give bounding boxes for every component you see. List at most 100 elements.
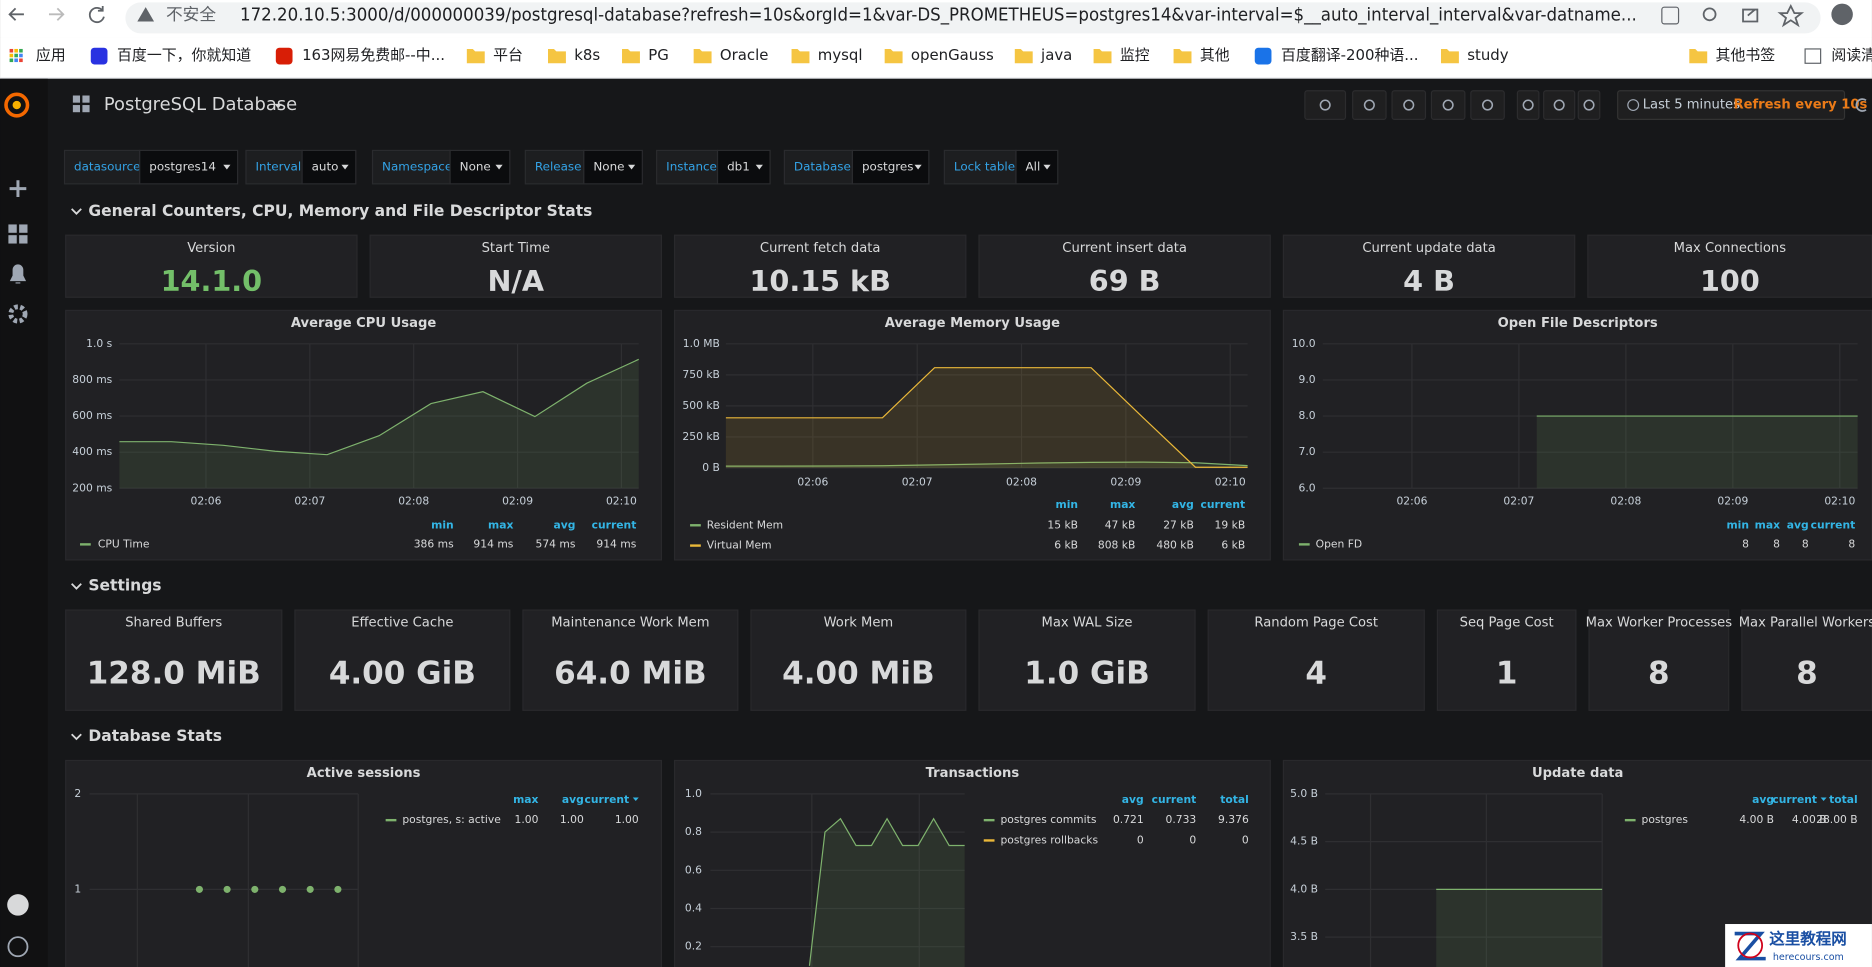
toolbar-button[interactable]	[1470, 90, 1505, 120]
legend-header[interactable]: current	[1201, 498, 1246, 511]
variable-value[interactable]: None	[593, 160, 624, 174]
legend-header[interactable]: current	[1152, 793, 1197, 806]
legend-name[interactable]: postgres commits	[1000, 813, 1096, 826]
refresh-interval[interactable]: Refresh every 10s	[1733, 98, 1867, 113]
time-range[interactable]: Last 5 minutes	[1643, 98, 1740, 113]
bookmark-star[interactable]	[1777, 3, 1805, 28]
share-icon[interactable]	[1742, 8, 1759, 23]
legend-header[interactable]: min	[1726, 518, 1749, 531]
variable-value[interactable]: auto	[312, 160, 339, 174]
variable-value-box[interactable]	[851, 149, 930, 185]
legend-name[interactable]: postgres	[1642, 813, 1689, 826]
row-chevron[interactable]	[71, 208, 82, 215]
y-tick-label: 2	[74, 787, 81, 800]
legend-name[interactable]: postgres, s: active	[402, 813, 501, 826]
address-bar[interactable]	[125, 2, 1821, 34]
create-icon[interactable]	[9, 180, 27, 197]
row-chevron[interactable]	[71, 733, 82, 741]
legend-header[interactable]: max	[1110, 498, 1135, 511]
legend-header[interactable]: current	[592, 518, 637, 531]
legend-header[interactable]: avg	[1172, 498, 1194, 511]
variable-value-box[interactable]	[1015, 149, 1059, 185]
grafana-logo[interactable]	[4, 92, 30, 118]
legend-header[interactable]: min	[1056, 498, 1079, 511]
refresh-button[interactable]	[1855, 98, 1867, 112]
bookmark[interactable]: 百度一下，你就知道	[90, 46, 252, 65]
toolbar-button[interactable]	[1304, 90, 1347, 120]
variable-label-box	[245, 149, 303, 185]
back-button[interactable]	[8, 7, 24, 21]
time-picker[interactable]	[1617, 90, 1846, 120]
legend-header[interactable]: max	[513, 793, 538, 806]
toolbar-button[interactable]	[1543, 90, 1576, 120]
bookmark[interactable]: 阅读清	[1804, 46, 1872, 64]
legend-header[interactable]: avg	[562, 793, 584, 806]
legend-header[interactable]: avg	[1787, 518, 1809, 531]
forward-button[interactable]	[48, 7, 65, 21]
legend-value: 574 ms	[536, 537, 576, 550]
legend-header[interactable]: total	[1829, 793, 1858, 806]
legend-header[interactable]: max	[488, 518, 513, 531]
bookmark[interactable]: mysql	[791, 46, 863, 64]
bookmark[interactable]: 其他书签	[1689, 46, 1775, 64]
legend-header[interactable]: avg	[1122, 793, 1144, 806]
legend-header[interactable]: max	[1755, 518, 1780, 531]
zoom-icon[interactable]	[1702, 7, 1717, 22]
dashboard-title[interactable]: PostgreSQL Database	[104, 94, 297, 115]
legend-header[interactable]: total	[1220, 793, 1249, 806]
bookmark[interactable]: 应用	[9, 46, 66, 64]
variable-value[interactable]: postgres14	[149, 160, 216, 174]
dashboards-icon[interactable]	[8, 224, 28, 244]
profile-icon[interactable]	[1831, 3, 1853, 26]
user-avatar[interactable]	[7, 894, 29, 916]
variable-value[interactable]: All	[1026, 160, 1041, 174]
toolbar-button[interactable]	[1391, 90, 1427, 120]
legend-header[interactable]: current	[1811, 518, 1856, 531]
toolbar-button[interactable]	[1577, 90, 1601, 120]
legend-header[interactable]: avg	[1752, 793, 1774, 806]
legend-name[interactable]: postgres rollbacks	[1000, 833, 1098, 846]
legend-name[interactable]: Virtual Mem	[707, 539, 772, 552]
bookmark[interactable]: 平台	[466, 46, 523, 64]
bookmark[interactable]: Oracle	[693, 46, 769, 64]
legend-header[interactable]: current	[585, 793, 630, 806]
row-title[interactable]: Settings	[88, 577, 161, 595]
bookmark[interactable]: 其他	[1173, 46, 1230, 64]
toolbar-button[interactable]	[1352, 90, 1387, 120]
bookmark[interactable]: 监控	[1093, 46, 1150, 64]
bookmark[interactable]: PG	[622, 46, 669, 64]
legend-header[interactable]: min	[431, 518, 454, 531]
row-title[interactable]: General Counters, CPU, Memory and File D…	[88, 202, 592, 220]
bookmark[interactable]: 163网易免费邮--中...	[275, 46, 445, 65]
row-chevron[interactable]	[71, 583, 82, 590]
legend-name[interactable]: Resident Mem	[707, 518, 783, 531]
variable-value[interactable]: db1	[727, 160, 750, 174]
config-icon[interactable]	[8, 304, 28, 324]
translate-icon[interactable]	[1661, 6, 1680, 25]
data-point	[334, 885, 342, 893]
side-menu	[0, 78, 48, 967]
variable-value-box[interactable]	[139, 149, 239, 185]
toolbar-button[interactable]	[1430, 90, 1466, 120]
legend-header[interactable]: avg	[554, 518, 576, 531]
folder-icon	[1440, 48, 1459, 64]
row-title[interactable]: Database Stats	[88, 727, 222, 745]
x-tick-label: 02:10	[1824, 494, 1855, 507]
bookmark[interactable]: k8s	[548, 46, 600, 64]
legend-name[interactable]: Open FD	[1316, 537, 1363, 550]
bookmark[interactable]: study	[1440, 46, 1509, 64]
bookmark[interactable]: 百度翻译-200种语...	[1254, 46, 1419, 65]
variable-value[interactable]: postgres	[862, 160, 914, 174]
bookmark[interactable]: openGauss	[884, 46, 994, 64]
x-tick-label: 02:10	[606, 494, 637, 507]
variable-value[interactable]: None	[460, 160, 491, 174]
alerting-icon[interactable]	[9, 264, 27, 284]
legend-name[interactable]: CPU Time	[98, 537, 150, 550]
variable-value-box[interactable]	[716, 149, 771, 185]
help-icon[interactable]	[7, 936, 29, 958]
panel	[65, 309, 663, 561]
toolbar-button[interactable]	[1516, 90, 1540, 120]
legend-header[interactable]: current	[1772, 793, 1817, 806]
bookmark[interactable]: java	[1014, 46, 1072, 64]
reload-button[interactable]	[88, 5, 105, 24]
